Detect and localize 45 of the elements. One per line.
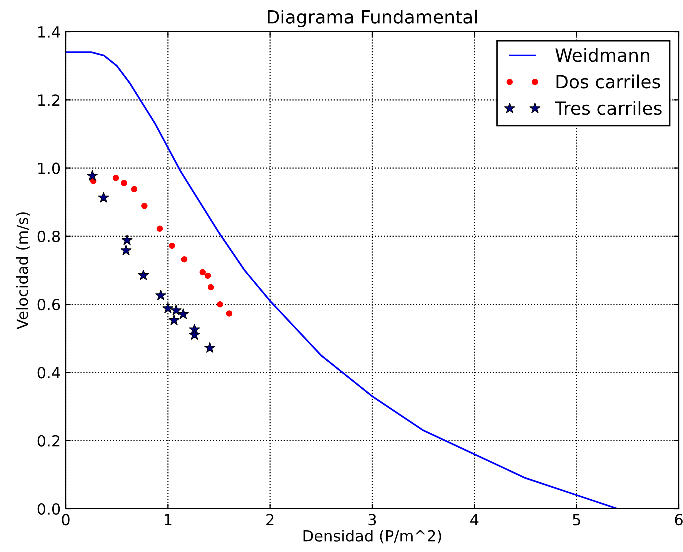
point [200,269,206,276]
point [217,301,224,308]
legend-label: Weidmann [556,48,650,62]
y-tick-label: 0.6 [38,299,60,311]
x-tick-label: 5 [573,514,580,526]
point [162,302,174,314]
point [142,202,148,210]
point [121,180,128,186]
point [170,304,182,316]
point [168,314,180,326]
point [112,175,120,182]
y-axis-title: Velocidad (m/s) [16,212,30,330]
point [226,310,233,317]
x-tick-label: 2 [266,514,274,526]
y-tick-label: 0.0 [38,503,60,516]
x-tick-label: 3 [368,514,376,526]
point [208,284,214,291]
legend-label: Dos carriles [556,74,660,89]
y-tick-label: 0.4 [38,367,60,379]
point [204,342,216,354]
point [155,290,167,301]
chart-title: Diagrama Fundamental [268,10,478,28]
y-tick-label: 1.0 [38,162,60,174]
point [131,186,138,193]
x-axis-title: Densidad (P/m^2) [304,530,442,544]
y-tick-label: 1.2 [38,94,60,106]
point [178,308,190,320]
y-tick-label: 0.2 [38,435,60,447]
point [138,270,150,280]
point [98,192,110,203]
point [120,244,132,256]
point [181,256,188,263]
point [169,242,176,250]
x-tick-label: 4 [470,514,479,526]
x-tick-label: 0 [62,514,70,526]
point [122,234,133,246]
point [86,170,98,181]
point [189,329,200,340]
legend-label: Tres carriles [554,101,662,116]
y-tick-label: 1.4 [38,26,60,38]
x-tick-label: 1 [164,514,172,526]
y-tick-label: 0.8 [38,230,60,242]
point [204,272,212,280]
point [156,226,164,232]
x-tick-label: 6 [675,514,683,526]
